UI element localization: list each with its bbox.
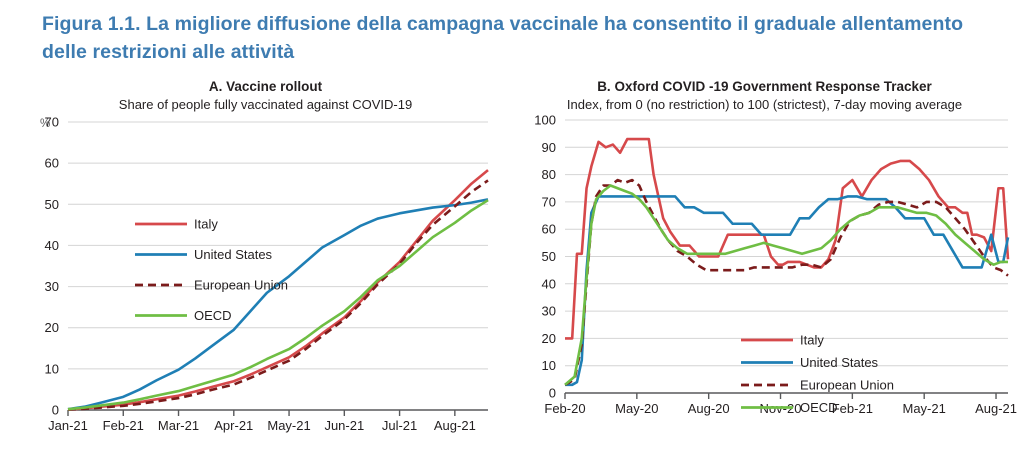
legend-label-united-states: United States — [194, 247, 273, 262]
legend-label-european-union: European Union — [800, 378, 894, 393]
x-axis-tick-label: May-21 — [267, 418, 310, 433]
panel-a-subtitle: Share of people fully vaccinated against… — [118, 97, 413, 113]
x-axis-tick-label: May-21 — [903, 401, 946, 416]
series-line-italy — [565, 137, 1010, 340]
panel-b-subtitle: Index, from 0 (no restriction) to 100 (s… — [566, 97, 963, 113]
y-axis-tick-label: 30 — [45, 279, 59, 294]
y-axis-tick-label: 20 — [45, 320, 59, 335]
panel-oxford-stringency: B. Oxford COVID -19 Government Response … — [505, 78, 1024, 472]
y-axis-tick-label: 60 — [45, 156, 59, 171]
y-axis-tick-label: 30 — [542, 304, 556, 319]
y-axis-tick-label: 100 — [534, 114, 556, 128]
series-line-european-union — [67, 179, 489, 412]
legend-label-oecd: OECD — [800, 400, 838, 415]
x-axis-tick-label: Aug-21 — [434, 418, 476, 433]
y-axis-tick-label: 50 — [542, 249, 556, 264]
series-line-oecd — [564, 184, 1008, 386]
y-axis-tick-label: 90 — [542, 140, 556, 155]
panel-b-plot: 0 10 20 30 40 50 60 70 80 90 100 Feb-20 May-20 Aug-20… — [534, 114, 1017, 416]
series-line-italy — [67, 169, 489, 412]
panel-a-title: A. Vaccine rollout — [208, 79, 323, 94]
legend-label-italy: Italy — [194, 217, 218, 232]
series-line-united-states — [565, 195, 1010, 387]
x-axis-tick-label: Aug-20 — [688, 401, 730, 416]
x-axis-tick-label: Aug-21 — [975, 401, 1017, 416]
x-axis-tick-label: Feb-21 — [832, 401, 873, 416]
y-axis-tick-label: 70 — [45, 115, 59, 130]
x-axis-tick-label: Jun-21 — [324, 418, 364, 433]
x-axis-tick-label: Jul-21 — [382, 418, 417, 433]
y-axis-tick-label: 0 — [52, 403, 59, 418]
series-line-oecd — [67, 199, 489, 411]
legend-label-united-states: United States — [800, 355, 879, 370]
y-axis-tick-label: 0 — [549, 386, 556, 401]
y-axis-tick-label: 10 — [45, 362, 59, 377]
legend-label-european-union: European Union — [194, 278, 288, 293]
series-line-united-states — [67, 198, 489, 411]
y-axis-tick-label: 40 — [542, 276, 556, 291]
y-axis-tick-label: 40 — [45, 238, 59, 253]
panel-b-title: B. Oxford COVID -19 Government Response … — [597, 79, 932, 94]
y-axis-tick-label: 70 — [542, 195, 556, 210]
y-axis-tick-label: 50 — [45, 197, 59, 212]
x-axis-tick-label: May-20 — [615, 401, 658, 416]
y-axis-tick-label: 80 — [542, 167, 556, 182]
y-axis-tick-label: 10 — [542, 358, 556, 373]
x-axis-tick-label: Feb-21 — [103, 418, 144, 433]
figure-title: Figura 1.1. La migliore diffusione della… — [42, 13, 964, 64]
y-axis-tick-label: 20 — [542, 331, 556, 346]
panel-a-unit-label: % — [40, 118, 51, 130]
y-axis-tick-label: 60 — [542, 222, 556, 237]
legend-label-oecd: OECD — [194, 308, 232, 323]
series-line-european-union — [564, 178, 1009, 387]
panel-vaccine-rollout: A. Vaccine rollout Share of people fully… — [0, 78, 505, 472]
panel-a-plot: 0 10 20 30 40 50 60 70 Jan-21 Feb-21 Mar-21 Apr-21 M… — [45, 115, 489, 433]
x-axis-tick-label: Jan-21 — [48, 418, 88, 433]
x-axis-tick-label: Apr-21 — [214, 418, 253, 433]
x-axis-tick-label: Mar-21 — [158, 418, 199, 433]
legend-label-italy: Italy — [800, 333, 824, 348]
x-axis-tick-label: Feb-20 — [544, 401, 585, 416]
